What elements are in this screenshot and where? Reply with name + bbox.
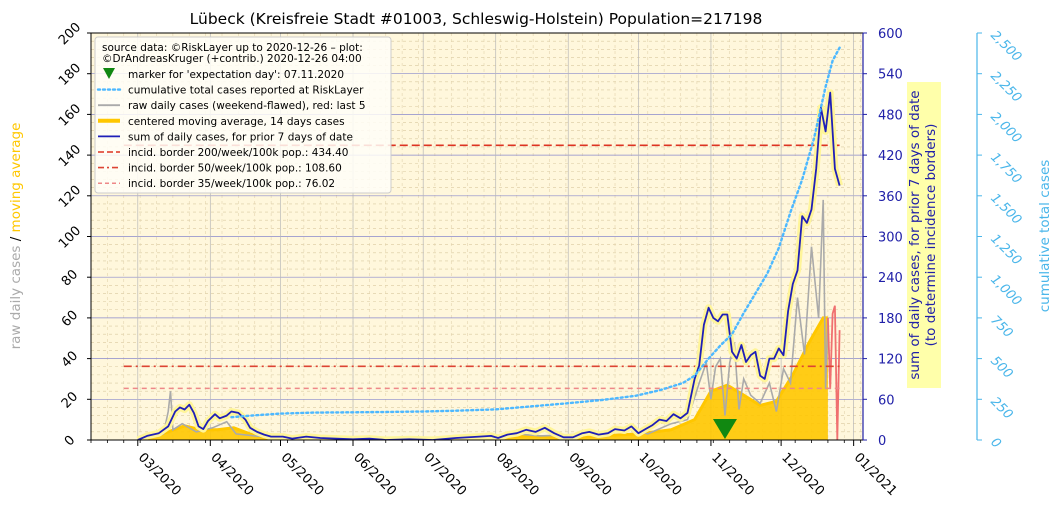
right1-axis-label-line1: sum of daily cases, for prior 7 days of … xyxy=(907,90,923,379)
right2-tick-label: 2,250 xyxy=(987,69,1024,106)
sum7-line xyxy=(137,91,841,440)
right1-tick-label: 360 xyxy=(878,190,903,205)
right2-tick-label: 0 xyxy=(987,435,1003,451)
legend-label-sum7: sum of daily cases, for prior 7 days of … xyxy=(128,131,353,143)
right1-tick-label: 0 xyxy=(878,434,886,449)
cumulative-series xyxy=(230,46,841,419)
right1-tick-label: 300 xyxy=(878,231,903,246)
moving-average-area xyxy=(137,317,828,440)
left-tick-label: 60 xyxy=(59,308,81,330)
x-tick-label: 09/2020 xyxy=(565,450,614,499)
x-tick-label: 12/2020 xyxy=(778,450,827,499)
right2-tick-label: 1,500 xyxy=(987,191,1024,228)
left-axis-label-avg: moving average xyxy=(8,123,24,233)
left-axis-label: raw daily cases / moving average xyxy=(8,123,24,350)
legend-label-raw: raw daily cases (weekend-flawed), red: l… xyxy=(128,100,366,112)
right1-tick-label: 240 xyxy=(878,271,903,286)
right2-tick-label: 750 xyxy=(987,313,1015,341)
right2-tick-label: 1,750 xyxy=(987,150,1024,187)
x-tick-label: 01/2021 xyxy=(851,450,900,499)
legend-label-cumulative: cumulative total cases reported at RiskL… xyxy=(128,85,364,97)
left-tick-label: 180 xyxy=(56,61,84,89)
legend-label-marker: marker for 'expectation day': 07.11.2020 xyxy=(128,69,344,81)
incidence-borders xyxy=(123,144,840,390)
x-tick-label: 04/2020 xyxy=(207,450,256,499)
right2-tick-label: 1,250 xyxy=(987,232,1024,269)
expectation-marker xyxy=(712,419,737,439)
legend: source data: ©RiskLayer up to 2020-12-26… xyxy=(94,36,392,194)
right2-tick-label: 2,000 xyxy=(987,109,1024,146)
left-tick-label: 20 xyxy=(59,389,81,411)
left-tick-label: 160 xyxy=(56,101,84,129)
x-tick-label: 05/2020 xyxy=(278,450,327,499)
left-axis-label-raw: raw daily cases xyxy=(8,241,24,349)
legend-box xyxy=(94,36,392,194)
left-tick-label: 140 xyxy=(56,142,84,170)
right2-tick-label: 250 xyxy=(987,394,1015,422)
left-tick-label: 120 xyxy=(56,183,84,211)
left-tick-label: 40 xyxy=(59,349,81,371)
x-tick-label: 06/2020 xyxy=(350,450,399,499)
cumulative-line xyxy=(230,46,841,419)
legend-label-b35: incid. border 35/week/100k pop.: 76.02 xyxy=(128,178,335,190)
x-tick-label: 07/2020 xyxy=(420,450,469,499)
right1-tick-label: 600 xyxy=(878,27,903,42)
right1-tick-label: 180 xyxy=(878,312,903,327)
moving-average-line xyxy=(137,316,828,440)
legend-source-line2: ©DrAndreasKruger (+contrib.) 2020-12-26 … xyxy=(102,53,362,65)
right1-tick-label: 540 xyxy=(878,68,903,83)
expectation-day-marker xyxy=(712,419,737,439)
left-tick-label: 80 xyxy=(59,267,81,289)
x-tick-label: 11/2020 xyxy=(708,450,757,499)
legend-label-b50: incid. border 50/week/100k pop.: 108.60 xyxy=(128,163,342,175)
right2-axis-label: cumulative total cases xyxy=(1037,160,1053,313)
x-tick-label: 08/2020 xyxy=(493,450,542,499)
right1-axis-label-line2: (to determine incidence borders) xyxy=(923,124,939,347)
x-tick-label: 10/2020 xyxy=(636,450,685,499)
right2-tick-label: 500 xyxy=(987,354,1015,382)
raw-daily-last5-line xyxy=(827,305,841,440)
moving-average-series xyxy=(137,316,828,440)
left-tick-label: 100 xyxy=(56,223,84,251)
legend-label-b200: incid. border 200/week/100k pop.: 434.40 xyxy=(128,147,348,159)
right2-tick-label: 1,000 xyxy=(987,272,1024,309)
left-tick-label: 200 xyxy=(56,20,84,48)
right1-tick-label: 60 xyxy=(878,393,895,408)
sum7-series xyxy=(136,89,843,440)
left-axis-label-sep: / xyxy=(8,232,24,241)
raw-daily-line xyxy=(137,199,829,440)
right1-tick-label: 480 xyxy=(878,108,903,123)
legend-source-line1: source data: ©RiskLayer up to 2020-12-26… xyxy=(102,42,363,54)
right1-tick-label: 420 xyxy=(878,149,903,164)
raw-daily-series xyxy=(137,199,841,440)
legend-symbol-marker xyxy=(103,68,115,79)
right2-tick-label: 2,500 xyxy=(987,28,1024,65)
legend-label-avg: centered moving average, 14 days cases xyxy=(128,116,345,128)
chart-title: Lübeck (Kreisfreie Stadt #01003, Schlesw… xyxy=(190,10,763,28)
left-tick-label: 0 xyxy=(62,433,78,449)
x-tick-label: 03/2020 xyxy=(135,450,184,499)
right1-tick-label: 120 xyxy=(878,353,903,368)
right1-label-box xyxy=(907,82,941,388)
